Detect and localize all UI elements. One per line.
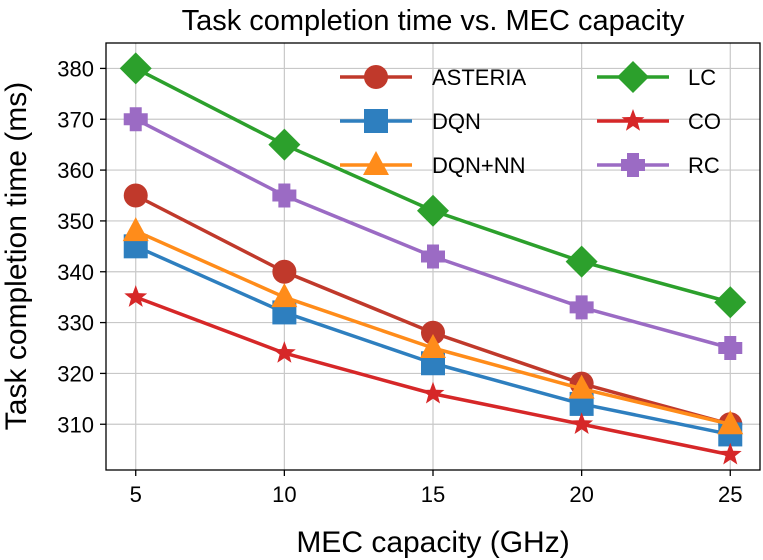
data-point-lc xyxy=(714,286,747,319)
legend-item-lc: LC xyxy=(597,61,716,93)
data-point-lc xyxy=(565,245,598,278)
axes: 5 10 15 20 25 310 320 330 340 350 360 370 380 xyxy=(57,42,761,507)
x-tick-label: 15 xyxy=(421,482,445,507)
data-point-dqn-nn xyxy=(420,334,446,358)
legend-marker-rc xyxy=(621,153,645,177)
chart-title: Task completion time vs. MEC capacity xyxy=(182,5,685,37)
legend-marker-dqn-nn xyxy=(363,151,389,175)
legend-marker-asteria xyxy=(364,65,388,89)
legend-label-co: CO xyxy=(688,109,721,134)
data-point-dqn-nn xyxy=(271,283,298,308)
data-point-lc xyxy=(119,52,152,85)
data-point-asteria xyxy=(123,183,148,208)
legend-label-lc: LC xyxy=(688,65,716,90)
data-point-rc xyxy=(123,107,148,132)
legend-label-dqn: DQN xyxy=(432,109,481,134)
legend-item-dqn-nn: DQN+NN xyxy=(340,151,526,178)
y-tick-label: 330 xyxy=(57,311,94,336)
y-tick-label: 340 xyxy=(57,260,94,285)
data-point-asteria xyxy=(421,320,445,345)
y-tick-label: 370 xyxy=(57,107,94,132)
data-point-co xyxy=(272,341,296,363)
legend-label-asteria: ASTERIA xyxy=(432,65,526,90)
data-point-asteria xyxy=(272,259,297,284)
data-point-co xyxy=(124,285,148,307)
legend-item-dqn: DQN xyxy=(340,109,481,134)
y-axis-label: Task completion time (ms) xyxy=(0,82,33,430)
legend-item-co: CO xyxy=(597,109,721,134)
data-point-co xyxy=(421,381,445,404)
legend-label-rc: RC xyxy=(688,153,720,178)
legend-label-dqn-nn: DQN+NN xyxy=(432,153,526,178)
data-point-rc xyxy=(272,183,297,208)
legend-item-rc: RC xyxy=(597,153,720,178)
data-point-dqn-nn xyxy=(568,374,595,399)
data-point-rc xyxy=(718,336,743,360)
y-tick-label: 380 xyxy=(57,56,94,81)
data-point-dqn-nn xyxy=(122,217,149,242)
legend-item-asteria: ASTERIA xyxy=(340,65,526,90)
data-point-lc xyxy=(268,128,301,161)
y-tick-label: 320 xyxy=(57,361,94,386)
data-point-rc xyxy=(569,295,594,320)
legend-marker-co xyxy=(621,109,645,131)
legend: ASTERIA DQN DQN+NN LC CO RC xyxy=(340,61,721,178)
x-tick-label: 20 xyxy=(569,482,593,507)
legend-marker-dqn xyxy=(364,109,388,133)
series-dqn-nn xyxy=(122,217,744,435)
series-lc xyxy=(119,52,747,319)
grid xyxy=(106,43,760,470)
legend-marker-lc xyxy=(617,61,649,93)
data-point-co xyxy=(570,412,594,434)
data-point-lc xyxy=(417,194,449,227)
x-tick-label: 5 xyxy=(130,482,142,507)
data-point-co xyxy=(718,442,742,465)
data-point-rc xyxy=(421,244,445,269)
x-axis-label: MEC capacity (GHz) xyxy=(296,526,569,559)
data-point-dqn-nn xyxy=(717,410,744,435)
x-tick-label: 10 xyxy=(272,482,296,507)
y-tick-label: 360 xyxy=(57,158,94,183)
x-tick-label: 25 xyxy=(718,482,742,507)
y-tick-label: 310 xyxy=(57,412,94,437)
series-rc xyxy=(123,107,743,360)
series-co xyxy=(124,285,742,465)
y-tick-label: 350 xyxy=(57,209,94,234)
series-layer xyxy=(119,52,747,465)
